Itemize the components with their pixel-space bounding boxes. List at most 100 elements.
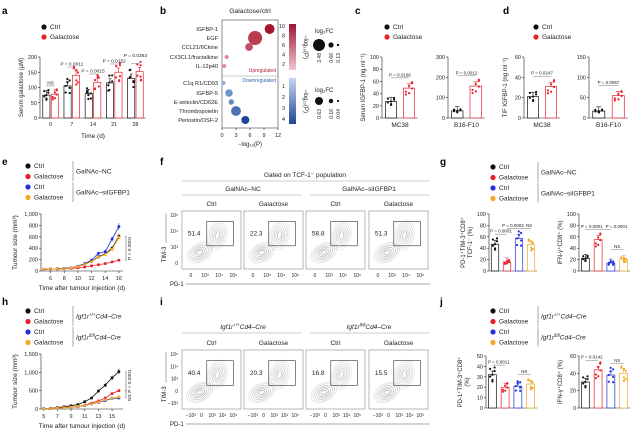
contour (394, 359, 415, 390)
data-point (594, 110, 597, 113)
data-point (87, 97, 90, 101)
x-tick-label: 10⁵ (292, 413, 300, 419)
data-point (45, 97, 48, 100)
data-point (103, 250, 107, 253)
bar (514, 238, 524, 272)
data-point (520, 231, 523, 234)
data-point (139, 75, 142, 78)
data-point (505, 260, 509, 263)
legend-marker (490, 329, 496, 335)
data-point (582, 382, 585, 385)
contour (188, 243, 211, 262)
y-tick-label: 500 (29, 389, 38, 395)
data-point (90, 396, 93, 400)
contour (213, 368, 222, 382)
data-point (600, 109, 604, 112)
x-tick-label: 10 (75, 276, 81, 282)
y-axis-label: Serum galactose (µM) (19, 58, 25, 117)
size-legend-value: 0.04 (336, 109, 342, 119)
data-point (47, 91, 50, 94)
size-legend-marker (313, 39, 325, 51)
contour (207, 220, 228, 251)
genotype-rest: Cd4–Cre (95, 335, 121, 342)
data-point (586, 255, 589, 259)
data-point (66, 77, 69, 81)
legend-group-label: Igf1rfl/flCd4–Cre (541, 333, 586, 342)
y-tick-label: 0 (483, 269, 486, 275)
bar (114, 71, 123, 119)
data-point (624, 378, 627, 381)
gate-percentage: 22.3 (250, 230, 263, 237)
data-point (607, 263, 610, 266)
contour (400, 229, 409, 242)
contour (188, 383, 211, 402)
y-tick-label: 20 (477, 385, 483, 391)
contour (401, 231, 407, 240)
x-tick-label: 10⁴ (281, 413, 289, 419)
contour (312, 243, 335, 262)
legend-marker (490, 164, 496, 170)
bubble (241, 116, 250, 124)
data-point (53, 97, 57, 100)
data-point (117, 395, 121, 399)
gate-percentage: 58.8 (312, 230, 325, 237)
y-tick-label: 300 (436, 55, 445, 61)
y-tick-label: 0 (175, 261, 178, 267)
data-point (594, 245, 598, 248)
data-point (136, 63, 139, 66)
y-tick-label: 10⁵ (170, 352, 178, 358)
panel-label-g: g (440, 157, 446, 168)
genotype-gene: Igf1r (76, 314, 90, 321)
contour (275, 229, 284, 242)
contour (400, 368, 409, 382)
y-tick-label: 10⁴ (170, 229, 178, 235)
data-point (528, 91, 531, 94)
x-tick-label: 10³ (395, 413, 403, 419)
data-point (53, 91, 56, 94)
legend-group-label: GalNAc–NC (541, 170, 577, 177)
contour (192, 246, 207, 259)
data-point (408, 91, 411, 95)
data-point (90, 260, 93, 263)
data-point (42, 407, 46, 410)
data-point (609, 366, 612, 369)
legend-label: Ctrl (34, 308, 45, 315)
x-axis-label: −log₁₀(P) (238, 142, 262, 148)
flow-plot (368, 210, 429, 270)
data-point (620, 365, 623, 368)
bubble (228, 99, 235, 105)
chart-title: Galactose/ctrl (229, 8, 271, 15)
downregulated-label: Downregulated (242, 78, 276, 84)
y-axis-label: IFN-γ⁺CD8⁺ (%) (557, 221, 564, 265)
contour (196, 389, 203, 396)
data-point (386, 97, 389, 100)
legend-marker (533, 24, 539, 30)
legend-group-label: Igf1r+/+Cd4–Cre (541, 312, 587, 321)
gate (393, 360, 421, 386)
data-point (118, 79, 121, 82)
contour (194, 248, 205, 257)
data-point (103, 396, 107, 400)
data-point (501, 390, 505, 393)
p-value-label: P = 0.0015 (81, 69, 105, 75)
x-axis-label: B16-F10 (596, 122, 621, 129)
y-tick-label: 200 (28, 55, 37, 61)
data-point (118, 61, 122, 65)
genotype-rest: Cd4–Cre (240, 324, 266, 331)
data-point (599, 239, 602, 242)
data-point (622, 260, 625, 264)
data-point (64, 91, 67, 94)
contour (275, 368, 284, 382)
data-point (491, 244, 495, 247)
legend-label: Ctrl (542, 24, 553, 31)
y-tick-label: 80 (373, 67, 379, 73)
bubble (231, 106, 241, 116)
genotype-sup: fl/fl (554, 333, 561, 338)
legend-marker (25, 308, 31, 314)
legend-marker (25, 173, 31, 180)
colorbar-downregulated (289, 78, 296, 124)
bar (106, 82, 114, 119)
data-point (75, 79, 78, 82)
data-point (76, 403, 80, 406)
data-point (582, 255, 585, 258)
